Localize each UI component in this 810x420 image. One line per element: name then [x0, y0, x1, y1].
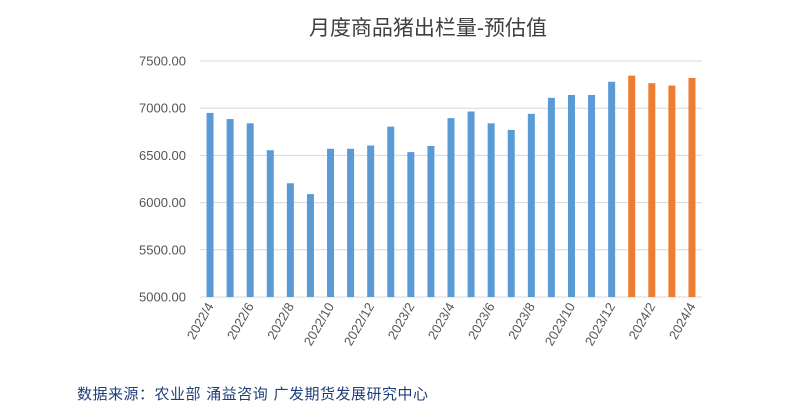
x-tick-label: 2022/8 [264, 300, 297, 342]
bar-actual [608, 81, 616, 297]
x-tick-label: 2024/2 [626, 300, 659, 342]
x-tick-label: 2023/6 [465, 300, 498, 342]
x-axis-ticks: 2022/4 2022/6 2022/8 2022/10 2022/12 2023/2 20… [184, 300, 699, 348]
bar-forecast [648, 83, 656, 298]
bar-actual [447, 118, 455, 297]
bar-actual [327, 148, 335, 297]
x-tick-label: 2023/10 [542, 300, 578, 348]
y-tick-label: 5000.00 [139, 290, 186, 305]
x-tick-label: 2022/12 [341, 300, 377, 348]
x-tick-label: 2022/4 [184, 300, 217, 342]
bars [206, 75, 696, 298]
x-tick-label: 2023/8 [505, 300, 538, 342]
x-tick-label: 2023/2 [385, 300, 418, 342]
bar-forecast [628, 75, 636, 297]
y-tick-label: 6500.00 [139, 148, 186, 163]
x-tick-label: 2024/4 [666, 300, 699, 342]
bar-actual [266, 150, 274, 297]
bar-actual [527, 113, 535, 297]
x-tick-label: 2022/6 [224, 300, 257, 342]
source-note: 数据来源：农业部 涌益咨询 广发期货发展研究中心 [77, 385, 429, 403]
y-tick-label: 7000.00 [139, 101, 186, 116]
x-tick-label: 2022/10 [301, 300, 337, 348]
bar-actual [407, 152, 415, 297]
y-tick-label: 7500.00 [139, 54, 186, 69]
bar-actual [467, 111, 475, 297]
bar-actual [387, 126, 395, 297]
bar-actual [306, 194, 314, 297]
bar-actual [567, 94, 575, 297]
bar-forecast [688, 77, 696, 297]
x-tick-label: 2023/4 [425, 300, 458, 342]
bar-actual [588, 94, 596, 297]
bar-actual [206, 112, 214, 297]
bar-actual [347, 148, 355, 297]
bar-actual [226, 119, 234, 297]
bar-actual [427, 145, 435, 297]
bar-actual [246, 123, 254, 297]
bar-actual [286, 183, 294, 297]
y-tick-label: 5500.00 [139, 242, 186, 257]
x-tick-label: 2023/12 [582, 300, 618, 348]
y-tick-label: 6000.00 [139, 195, 186, 210]
y-axis-ticks: 5000.00 5500.00 6000.00 6500.00 7000.00 7500.… [139, 54, 186, 305]
bar-forecast [668, 85, 676, 297]
bar-actual [507, 129, 515, 297]
chart-title: 月度商品猪出栏量-预估值 [309, 16, 547, 40]
bar-actual [487, 123, 495, 297]
bar-actual [367, 145, 375, 297]
bar-actual [547, 97, 555, 297]
